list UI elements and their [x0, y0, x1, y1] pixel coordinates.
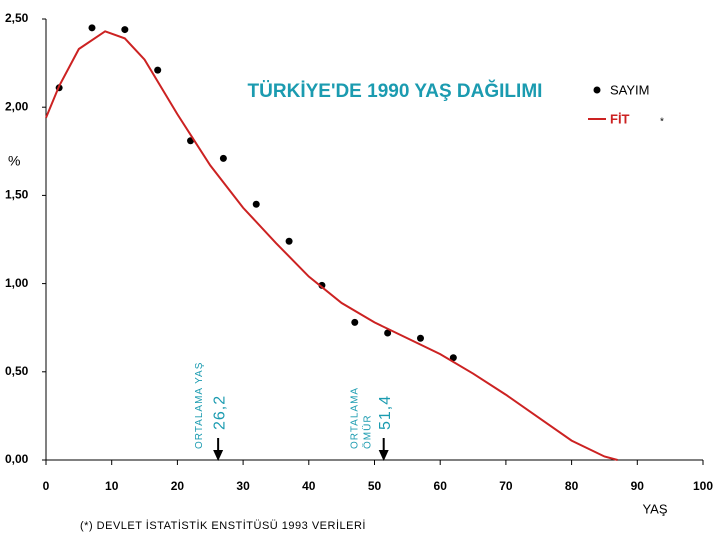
y-tick-label: 2,50: [5, 11, 29, 25]
x-tick-label: 40: [302, 479, 316, 493]
x-tick-label: 100: [693, 479, 713, 493]
legend-label: FİT: [610, 111, 630, 126]
chart-title: TÜRKİYE'DE 1990 YAŞ DAĞILIMI: [248, 80, 543, 102]
x-tick-label: 70: [499, 479, 513, 493]
marker-arrowhead: [213, 450, 224, 461]
marker-title: ÖMÜR: [361, 414, 373, 449]
data-point: [121, 26, 129, 34]
footnote: (*) DEVLET İSTATİSTİK ENSTİTÜSÜ 1993 VER…: [80, 519, 366, 532]
x-tick-label: 60: [434, 479, 448, 493]
legend-label: SAYIM: [610, 82, 650, 97]
marker-arrowhead: [378, 450, 389, 461]
data-point: [154, 66, 162, 74]
x-tick-label: 80: [565, 479, 579, 493]
marker-title: ORTALAMA YAŞ: [194, 362, 205, 449]
x-tick-label: 30: [236, 479, 250, 493]
marker-value: 51,4: [377, 395, 394, 430]
data-point: [88, 24, 96, 32]
x-axis-label: YAŞ: [642, 501, 667, 516]
data-point: [449, 354, 457, 362]
x-tick-label: 90: [631, 479, 645, 493]
y-tick-label: 0,00: [5, 452, 29, 466]
legend-symbol: [593, 86, 601, 94]
data-point: [285, 237, 293, 245]
data-point: [252, 200, 260, 208]
data-point: [219, 154, 227, 162]
y-tick-label: 1,50: [5, 188, 29, 202]
data-point: [416, 334, 424, 342]
x-tick-label: 20: [171, 479, 185, 493]
y-tick-label: 1,00: [5, 276, 29, 290]
data-point: [384, 329, 392, 337]
x-tick-label: 10: [105, 479, 119, 493]
data-point: [318, 281, 326, 289]
y-tick-label: 0,50: [5, 364, 29, 378]
y-axis-label: %: [8, 153, 20, 169]
footnote-mark: *: [660, 117, 664, 128]
fit-line: [45, 30, 618, 461]
x-tick-label: 50: [368, 479, 382, 493]
marker-value: 26,2: [211, 395, 228, 430]
data-point: [351, 318, 359, 326]
y-tick-label: 2,00: [5, 99, 29, 113]
marker-title: ORTALAMA: [349, 387, 360, 449]
x-tick-label: 0: [43, 479, 50, 493]
